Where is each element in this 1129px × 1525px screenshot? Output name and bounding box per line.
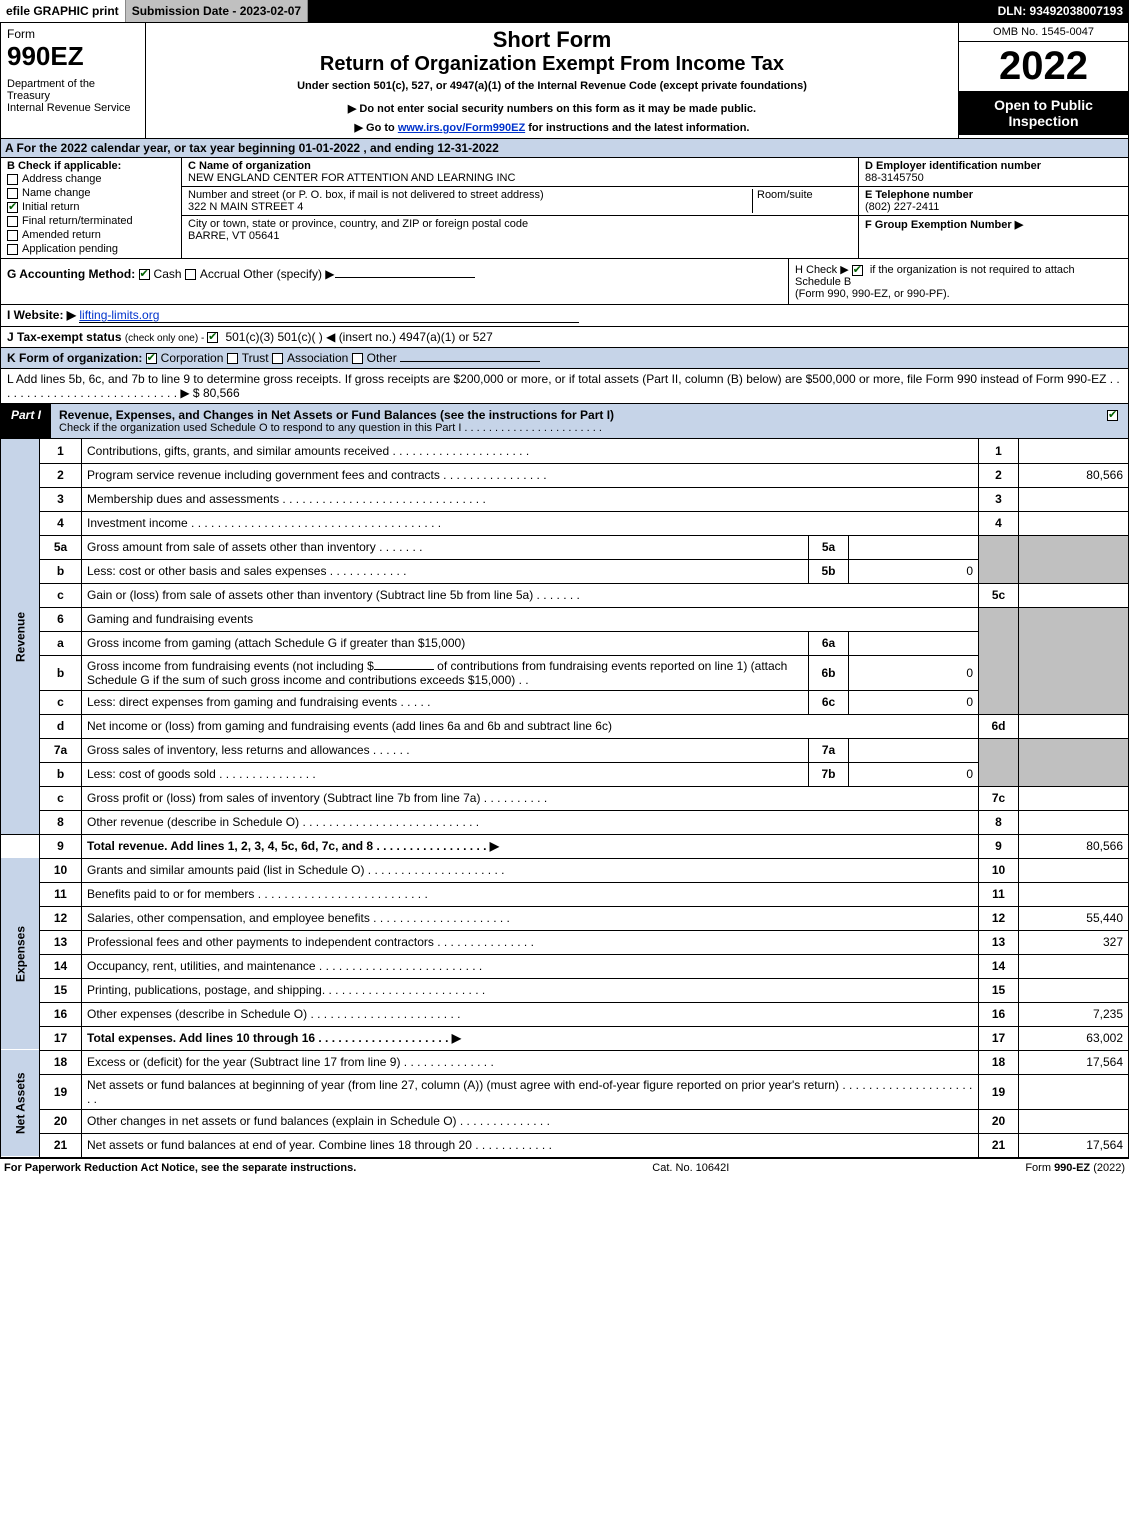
org-name: NEW ENGLAND CENTER FOR ATTENTION AND LEA… xyxy=(188,172,515,184)
city-label: City or town, state or province, country… xyxy=(188,218,528,230)
e-label: E Telephone number xyxy=(865,189,973,201)
footer-left: For Paperwork Reduction Act Notice, see … xyxy=(4,1162,356,1174)
chk-h[interactable] xyxy=(852,265,863,276)
irs-label: Internal Revenue Service xyxy=(7,102,139,114)
street-label: Number and street (or P. O. box, if mail… xyxy=(188,189,544,201)
section-j: J Tax-exempt status (check only one) - 5… xyxy=(0,327,1129,348)
irs-link[interactable]: www.irs.gov/Form990EZ xyxy=(398,122,525,134)
chk-other-org[interactable] xyxy=(352,353,363,364)
omb-number: OMB No. 1545-0047 xyxy=(959,23,1128,42)
top-bar: efile GRAPHIC print Submission Date - 20… xyxy=(0,0,1129,22)
section-gh: G Accounting Method: Cash Accrual Other … xyxy=(0,259,1129,305)
efile-label: efile GRAPHIC print xyxy=(0,0,126,22)
section-a: A For the 2022 calendar year, or tax yea… xyxy=(0,139,1129,158)
chk-accrual[interactable] xyxy=(185,269,196,280)
section-l: L Add lines 5b, 6c, and 7b to line 9 to … xyxy=(0,369,1129,404)
title-short-form: Short Form xyxy=(150,27,954,53)
footer-center: Cat. No. 10642I xyxy=(652,1162,729,1174)
form-label: Form xyxy=(7,27,139,41)
b-label: B Check if applicable: xyxy=(7,160,175,172)
section-i: I Website: ▶ lifting-limits.org xyxy=(0,305,1129,327)
part-i-label: Part I xyxy=(1,404,51,438)
chk-name-change[interactable]: Name change xyxy=(7,186,175,200)
chk-trust[interactable] xyxy=(227,353,238,364)
revenue-vertical-label: Revenue xyxy=(1,439,40,834)
other-specify-line[interactable] xyxy=(335,277,475,278)
page-footer: For Paperwork Reduction Act Notice, see … xyxy=(0,1158,1129,1177)
section-k: K Form of organization: Corporation Trus… xyxy=(0,348,1129,369)
tax-year: 2022 xyxy=(959,42,1128,91)
expenses-vertical-label: Expenses xyxy=(1,858,40,1050)
chk-schedule-o-part1[interactable] xyxy=(1107,410,1118,421)
title-under-section: Under section 501(c), 527, or 4947(a)(1)… xyxy=(150,80,954,92)
d-label: D Employer identification number xyxy=(865,160,1041,172)
netassets-vertical-label: Net Assets xyxy=(1,1050,40,1157)
chk-501c3[interactable] xyxy=(207,332,218,343)
chk-association[interactable] xyxy=(272,353,283,364)
chk-initial-return[interactable]: Initial return xyxy=(7,200,175,214)
form-header: Form 990EZ Department of the Treasury In… xyxy=(0,22,1129,139)
chk-application-pending[interactable]: Application pending xyxy=(7,242,175,256)
chk-address-change[interactable]: Address change xyxy=(7,172,175,186)
submission-date: Submission Date - 2023-02-07 xyxy=(126,0,308,22)
website-link[interactable]: lifting-limits.org xyxy=(79,308,579,323)
room-suite: Room/suite xyxy=(752,189,852,213)
chk-corporation[interactable] xyxy=(146,353,157,364)
ein-value: 88-3145750 xyxy=(865,172,924,184)
form-number: 990EZ xyxy=(7,41,139,72)
chk-cash[interactable] xyxy=(139,269,150,280)
chk-final-return[interactable]: Final return/terminated xyxy=(7,214,175,228)
phone-value: (802) 227-2411 xyxy=(865,201,939,213)
city-value: BARRE, VT 05641 xyxy=(188,230,280,242)
chk-amended-return[interactable]: Amended return xyxy=(7,228,175,242)
note-ssn: ▶ Do not enter social security numbers o… xyxy=(150,102,954,115)
dln-label: DLN: 93492038007193 xyxy=(992,0,1129,22)
gross-receipts-value: 80,566 xyxy=(203,386,240,400)
footer-right: Form 990-EZ (2022) xyxy=(1025,1162,1125,1174)
part-i-title: Revenue, Expenses, and Changes in Net As… xyxy=(59,408,1093,422)
note-goto: ▶ Go to www.irs.gov/Form990EZ for instru… xyxy=(150,121,954,134)
f-label: F Group Exemption Number ▶ xyxy=(865,219,1023,231)
street-value: 322 N MAIN STREET 4 xyxy=(188,201,303,213)
part-i-header: Part I Revenue, Expenses, and Changes in… xyxy=(0,404,1129,439)
open-inspection: Open to Public Inspection xyxy=(959,91,1128,135)
section-bcd: B Check if applicable: Address change Na… xyxy=(0,158,1129,259)
g-label: G Accounting Method: xyxy=(7,267,135,281)
part-i-sub: Check if the organization used Schedule … xyxy=(59,422,1093,434)
part-i-table: Revenue 1Contributions, gifts, grants, a… xyxy=(0,439,1129,1158)
c-label: C Name of organization xyxy=(188,160,311,172)
title-return: Return of Organization Exempt From Incom… xyxy=(150,53,954,76)
dept-label: Department of the Treasury xyxy=(7,78,139,102)
